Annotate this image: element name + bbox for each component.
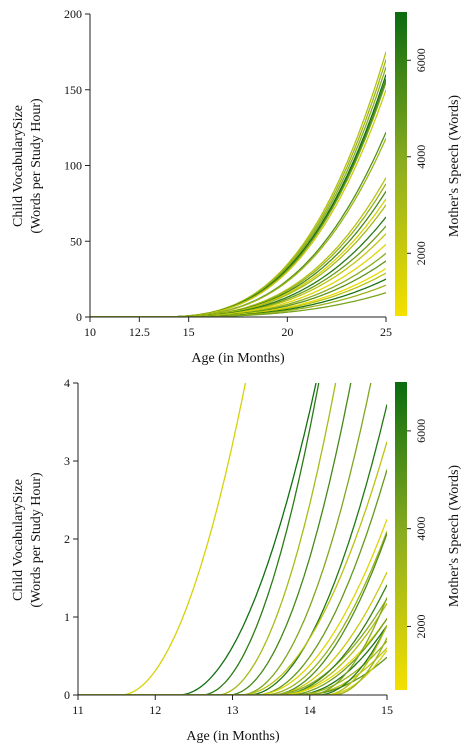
top-chart-curves [90,51,386,317]
series-line-10 [78,531,387,695]
series-line-17 [90,243,386,317]
series-line-19 [90,260,386,317]
x-tick-label: 10 [84,325,96,339]
top-colorbar-title: Mother's Speech (Words) [447,95,462,237]
series-line-25 [78,649,387,695]
colorbar-tick-label: 6000 [414,48,428,72]
colorbar-tick-label: 2000 [414,614,428,638]
x-tick-label: 14 [304,703,316,717]
bottom-colorbar-title: Mother's Speech (Words) [447,465,462,607]
series-line-9 [78,518,387,695]
x-tick-label: 11 [72,703,84,717]
y-tick-label: 3 [64,454,70,468]
series-line-5 [78,383,372,695]
x-tick-label: 15 [381,703,393,717]
series-line-18 [78,625,387,695]
y-tick-label: 0 [76,310,82,324]
y-tick-label: 150 [64,83,82,97]
series-line-20 [78,647,387,695]
top-chart-y-axis-title-line1: Child VocabularySize [11,105,26,227]
x-tick-label: 25 [380,325,392,339]
series-line-12 [78,571,387,695]
series-line-4 [90,78,386,317]
series-line-24 [90,292,386,317]
series-line-8 [78,469,387,695]
series-line-2 [78,383,320,695]
colorbar-tick-label: 2000 [414,241,428,265]
colorbar-tick-label: 6000 [414,419,428,443]
series-line-23 [78,625,387,695]
colorbar-tick-label: 4000 [414,145,428,169]
series-line-17 [78,618,387,695]
series-line-5 [90,81,386,317]
y-tick-label: 1 [64,610,70,624]
series-line-6 [90,89,386,317]
y-tick-label: 2 [64,532,70,546]
y-tick-label: 200 [64,7,82,21]
bottom-colorbar [395,382,407,690]
series-line-14 [78,584,387,695]
bottom-chart-x-axis-title: Age (in Months) [186,729,280,744]
x-tick-label: 13 [227,703,239,717]
series-line-0 [78,383,247,695]
y-tick-label: 100 [64,159,82,173]
bottom-colorbar-ticks: 2000 4000 6000 [407,419,428,638]
bottom-chart-y-axis-title-line1: Child VocabularySize [11,479,26,601]
series-line-1 [78,383,317,695]
top-chart-y-axis-title-line2: (Words per Study Hour) [29,98,44,234]
bottom-chart-curves [78,383,387,695]
top-chart-x-axis-title: Age (in Months) [191,351,285,366]
series-line-7 [78,441,387,695]
series-line-8 [90,137,386,317]
series-line-3 [78,383,337,695]
series-line-6 [78,404,387,695]
y-tick-label: 4 [64,376,70,390]
series-line-4 [78,383,352,695]
x-tick-label: 12.5 [129,325,150,339]
series-line-14 [90,216,386,317]
series-line-11 [78,533,387,695]
top-colorbar [395,12,407,316]
series-line-0 [90,51,386,317]
x-tick-label: 15 [183,325,195,339]
series-line-24 [78,624,387,695]
top-chart-panel: 10 12.5 15 20 25 0 50 100 150 200 Child Vocabular… [11,7,462,366]
bottom-chart-y-axis-title-line2: (Words per Study Hour) [29,472,44,608]
y-tick-label: 0 [64,688,70,702]
y-tick-label: 50 [70,234,82,248]
top-colorbar-ticks: 2000 4000 6000 [407,48,428,265]
x-tick-label: 20 [281,325,293,339]
series-line-22 [78,597,387,695]
x-tick-label: 12 [149,703,161,717]
series-line-15 [78,602,387,695]
top-chart-axes: 10 12.5 15 20 25 0 50 100 150 200 [64,7,392,339]
colorbar-tick-label: 4000 [414,517,428,541]
series-line-7 [90,131,386,317]
series-line-16 [78,618,387,695]
series-line-21 [78,656,387,695]
